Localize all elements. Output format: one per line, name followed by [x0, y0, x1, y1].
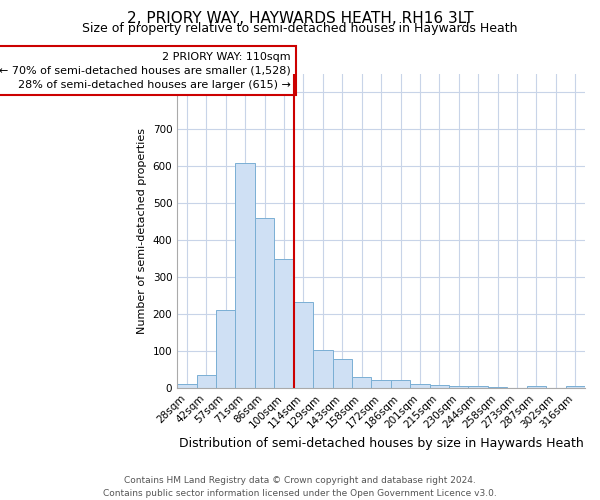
Bar — [449, 386, 469, 388]
Bar — [332, 360, 352, 388]
Bar — [566, 386, 585, 388]
X-axis label: Distribution of semi-detached houses by size in Haywards Heath: Distribution of semi-detached houses by … — [179, 437, 583, 450]
Bar — [274, 259, 294, 388]
Bar — [527, 386, 546, 388]
Text: Size of property relative to semi-detached houses in Haywards Heath: Size of property relative to semi-detach… — [82, 22, 518, 35]
Bar — [371, 380, 391, 388]
Bar — [313, 350, 332, 389]
Bar — [430, 385, 449, 388]
Text: 2, PRIORY WAY, HAYWARDS HEATH, RH16 3LT: 2, PRIORY WAY, HAYWARDS HEATH, RH16 3LT — [127, 11, 473, 26]
Bar — [410, 384, 430, 388]
Bar — [391, 380, 410, 388]
Bar — [469, 386, 488, 388]
Text: 2 PRIORY WAY: 110sqm
← 70% of semi-detached houses are smaller (1,528)
28% of se: 2 PRIORY WAY: 110sqm ← 70% of semi-detac… — [0, 52, 291, 90]
Y-axis label: Number of semi-detached properties: Number of semi-detached properties — [137, 128, 147, 334]
Bar — [216, 310, 235, 388]
Bar — [488, 387, 508, 388]
Bar — [235, 162, 255, 388]
Bar — [294, 302, 313, 388]
Bar — [352, 376, 371, 388]
Bar — [177, 384, 197, 388]
Bar — [197, 376, 216, 388]
Text: Contains HM Land Registry data © Crown copyright and database right 2024.
Contai: Contains HM Land Registry data © Crown c… — [103, 476, 497, 498]
Bar — [255, 218, 274, 388]
